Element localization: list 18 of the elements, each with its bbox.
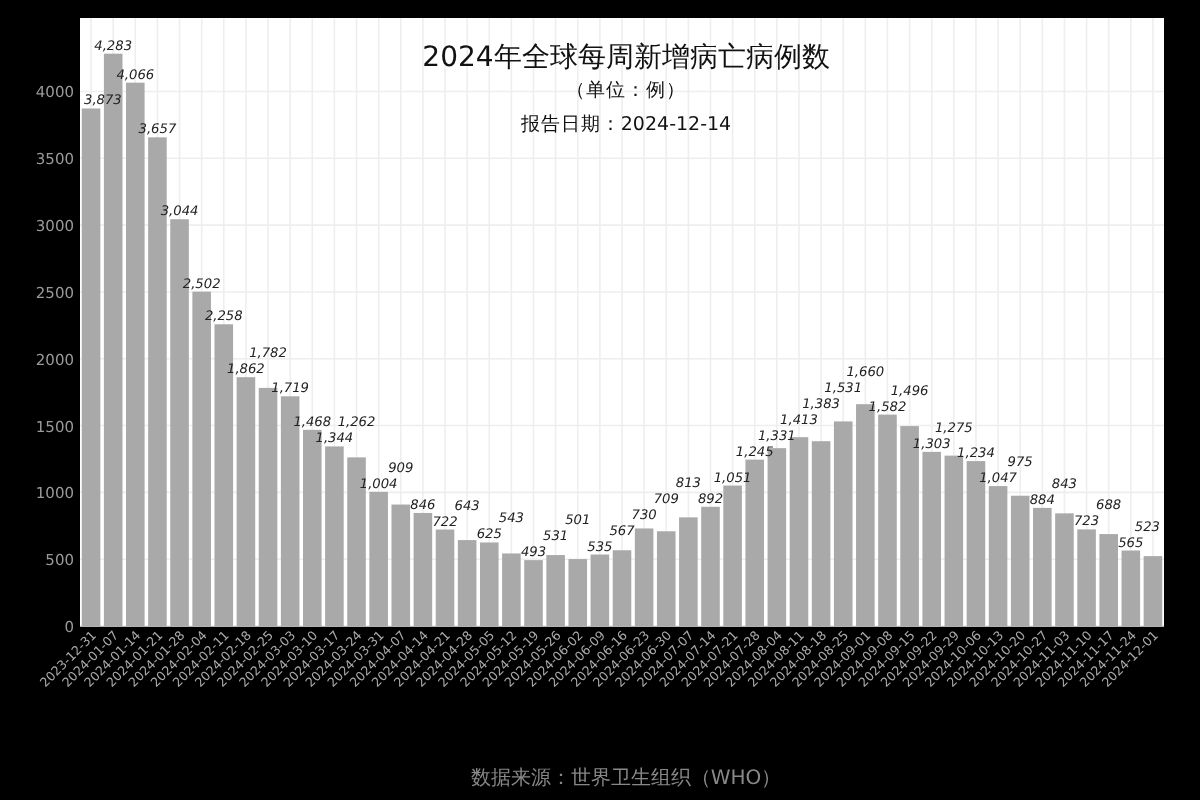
bar: [413, 512, 433, 626]
bar: [590, 554, 610, 626]
source-note: 数据来源：世界卫生组织（WHO）: [470, 766, 782, 790]
annotation: 报告日期：2024-12-14: [518, 112, 732, 136]
bar: [81, 108, 101, 626]
bar: [435, 529, 455, 626]
bar: [988, 486, 1008, 626]
text: 2024年全球每周新增病亡病例数: [422, 42, 830, 74]
bar: [944, 455, 964, 626]
text: （单位：例）: [566, 78, 686, 102]
bar: [1143, 556, 1163, 626]
bar: [634, 528, 654, 626]
bar: [811, 441, 831, 626]
bar: [1121, 550, 1141, 626]
bar: [1010, 495, 1030, 626]
bar: [612, 550, 632, 626]
bar: [457, 540, 477, 626]
bar: [236, 377, 256, 626]
